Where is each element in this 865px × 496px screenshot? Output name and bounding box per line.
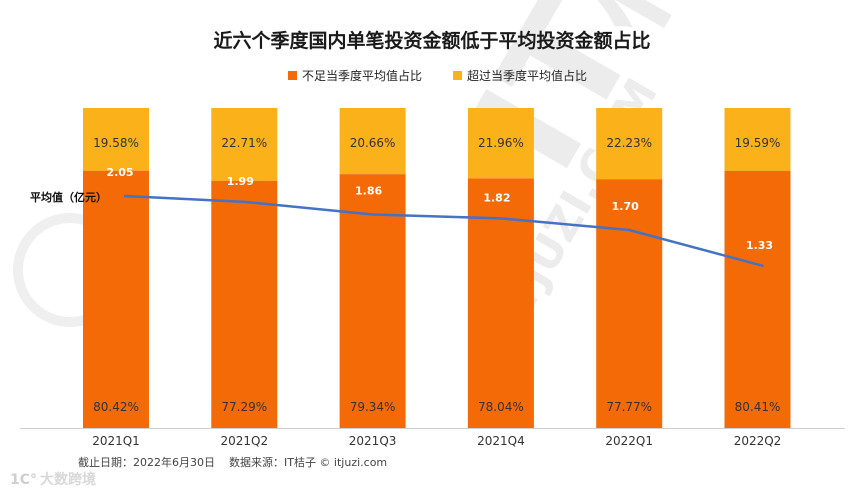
average-value-label: 1.99	[227, 175, 254, 188]
average-line	[123, 194, 764, 268]
bar-above-avg	[339, 108, 406, 175]
footer-logo-icon: 1C°	[10, 472, 37, 488]
bar-above-avg	[596, 108, 663, 180]
footer: 1C° 大数跨境 截止日期：2022年6月30日 数据来源：IT桔子 © itj…	[10, 455, 387, 488]
x-tick-label: 2021Q2	[220, 434, 268, 448]
average-line-layer: 2.05 1.99 1.86 1.82 1.70 1.33	[106, 166, 773, 268]
bar-below-avg-label: 80.41%	[735, 400, 781, 414]
bar-below-avg	[83, 170, 149, 428]
bar-below-avg	[211, 180, 278, 428]
bar-above-avg-label: 19.58%	[93, 136, 139, 150]
bar-below-avg	[596, 179, 663, 428]
x-tick-label: 2021Q3	[349, 434, 397, 448]
bar-below-avg	[724, 170, 791, 429]
legend-swatch-below	[288, 71, 297, 80]
bar-below-avg-label: 77.77%	[606, 400, 652, 414]
average-value-label: 1.70	[612, 200, 639, 213]
bar-below-avg	[339, 174, 406, 428]
average-value-label: 1.33	[746, 239, 773, 252]
legend-label-above: 超过当季度平均值占比	[467, 68, 587, 83]
footer-note: 截止日期：2022年6月30日 数据来源：IT桔子 © itjuzi.com	[78, 455, 387, 469]
average-value-label: 1.86	[355, 184, 382, 197]
bar-below-avg-label: 80.42%	[93, 400, 139, 414]
legend-swatch-above	[453, 71, 462, 80]
bar-below-avg-label: 78.04%	[478, 400, 524, 414]
x-tick-label: 2021Q4	[477, 434, 525, 448]
bar-above-avg	[724, 108, 791, 171]
bar-below-avg-label: 79.34%	[350, 400, 396, 414]
bar-above-avg	[83, 108, 149, 171]
chart-title: 近六个季度国内单笔投资金额低于平均投资金额占比	[213, 29, 650, 52]
bar-above-avg-label: 20.66%	[350, 136, 396, 150]
average-value-label: 2.05	[106, 166, 133, 179]
bar-above-avg-label: 19.59%	[735, 136, 781, 150]
legend: 不足当季度平均值占比 超过当季度平均值占比	[288, 68, 587, 83]
legend-label-below: 不足当季度平均值占比	[302, 68, 422, 83]
x-tick-label: 2022Q2	[734, 434, 782, 448]
bar-above-avg-label: 22.23%	[606, 136, 652, 150]
bar-below-avg-label: 77.29%	[221, 400, 267, 414]
bar-above-avg-label: 22.71%	[221, 136, 267, 150]
x-tick-label: 2021Q1	[92, 434, 140, 448]
bar-above-avg-label: 21.96%	[478, 136, 524, 150]
average-value-label: 1.82	[483, 191, 510, 204]
footer-logo-text: 大数跨境	[40, 471, 96, 488]
bars: 80.42% 19.58% 77.29% 22.71% 79.34% 20.66% 78.0…	[83, 108, 791, 429]
line-series-label: 平均值（亿元）	[30, 190, 107, 204]
bar-below-avg	[467, 178, 534, 428]
bar-above-avg	[467, 108, 534, 179]
x-axis: 2021Q1 2021Q2 2021Q3 2021Q4 2022Q1 2022Q2	[20, 428, 845, 448]
x-tick-label: 2022Q1	[605, 434, 653, 448]
bar-above-avg	[211, 108, 278, 181]
